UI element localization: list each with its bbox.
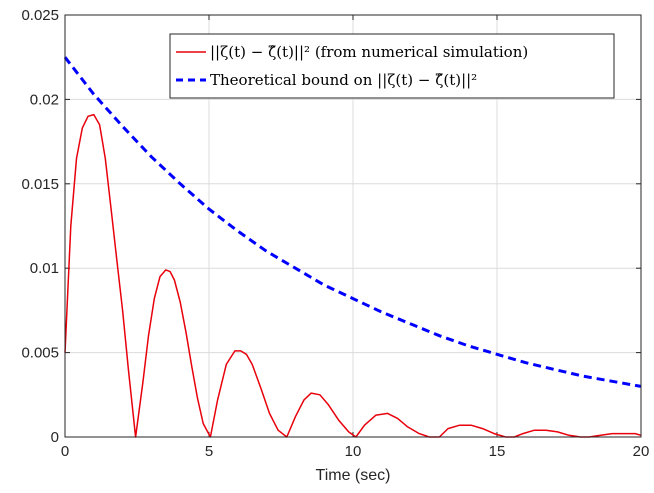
y-tick-label: 0.025 (21, 7, 59, 24)
x-tick-label: 20 (633, 443, 650, 460)
legend-label-simulation: ||ζ(t) − ζ̂(t)||² (from numerical simula… (210, 43, 528, 61)
legend-box (169, 33, 615, 99)
y-tick-label: 0.015 (21, 176, 59, 193)
legend-label-bound: Theoretical bound on ||ζ(t) − ζ̂(t)||² (210, 71, 477, 89)
series-line-bound (63, 56, 642, 388)
y-tick-label: 0.02 (30, 91, 59, 108)
legend: ||ζ(t) − ζ̂(t)||² (from numerical simula… (169, 33, 615, 99)
x-tick-label: 0 (61, 443, 69, 460)
x-tick-label: 15 (489, 443, 506, 460)
x-tick-label: 10 (345, 443, 362, 460)
y-tick-label: 0.01 (30, 260, 59, 277)
x-axis-label: Time (sec) (316, 467, 391, 484)
x-ticks: 0 5 10 15 20 (61, 15, 650, 460)
x-tick-label: 5 (205, 443, 213, 460)
plot-frame (64, 14, 642, 438)
y-tick-label: 0 (51, 429, 59, 446)
y-tick-label: 0.005 (21, 345, 59, 362)
